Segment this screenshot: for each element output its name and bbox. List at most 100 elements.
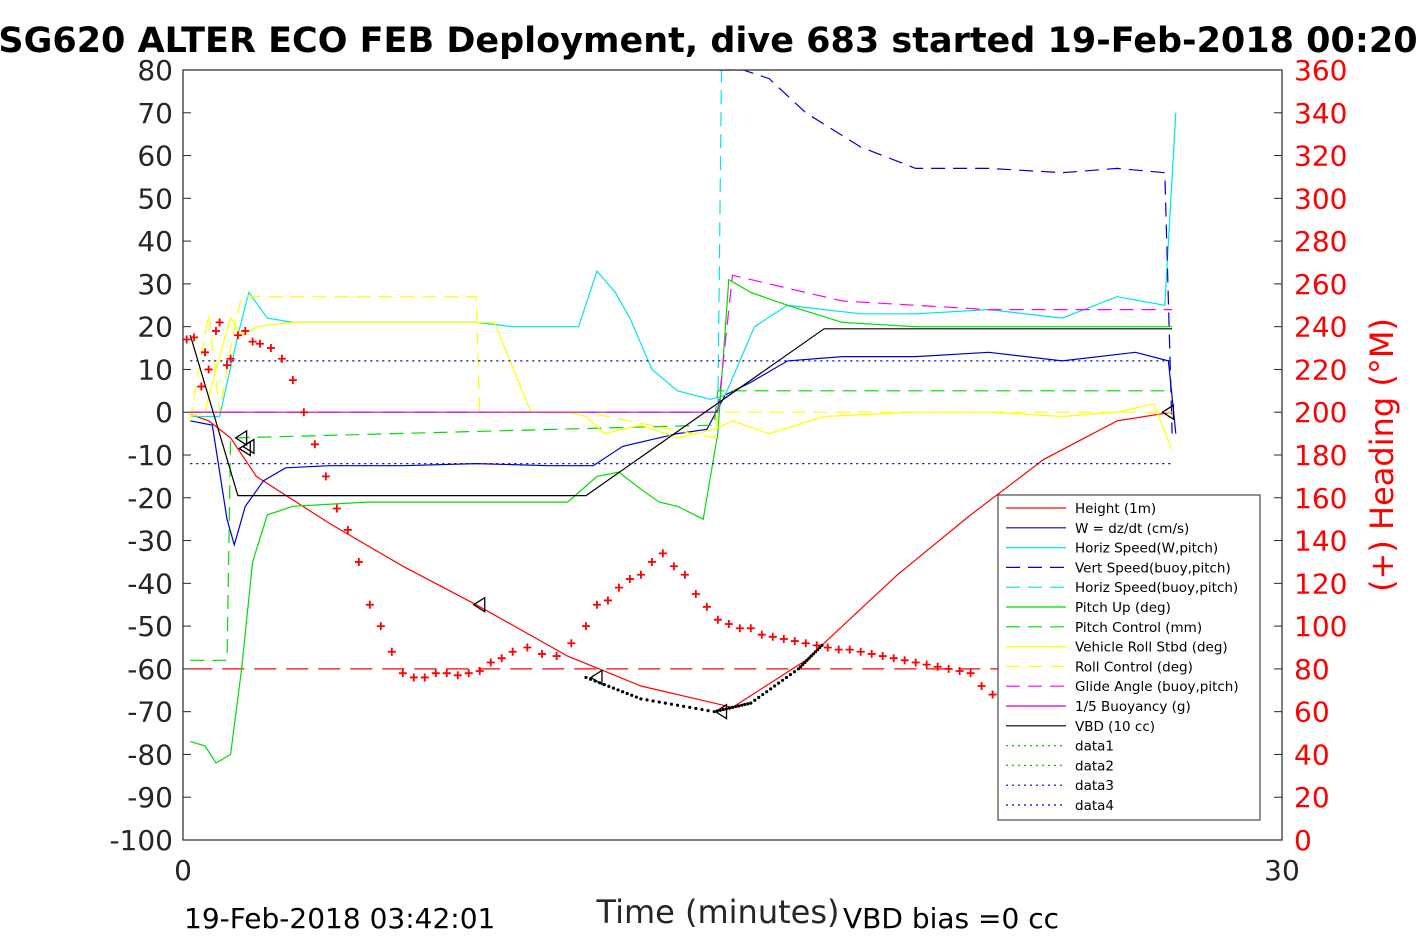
vbd-curve-dot (765, 690, 769, 694)
series-horiz-speed-buoy-pitch (717, 70, 1173, 413)
heading-point (464, 669, 473, 678)
legend-label: W = dz/dt (cm/s) (1075, 521, 1189, 537)
left-tick-label: -80 (127, 738, 173, 771)
axes-box (182, 69, 1283, 841)
heading-point (691, 590, 700, 599)
vbd-curve-dot (820, 643, 824, 647)
heading-point (248, 337, 257, 346)
vbd-curve-dot (611, 686, 616, 690)
footer-vbd-bias: VBD bias =0 cc (843, 902, 1059, 935)
series-pitch-up-deg (190, 278, 1173, 764)
heading-point (365, 600, 374, 609)
left-tick-label: -40 (127, 567, 173, 600)
left-tick-label: -50 (127, 610, 173, 643)
heading-point (922, 660, 931, 669)
vbd-curve-dot (657, 700, 661, 704)
right-tick-label: 240 (1294, 311, 1347, 344)
series-vbd-10-cc (189, 328, 1173, 497)
legend-label: Horiz Speed(buoy,pitch) (1075, 580, 1238, 596)
vbd-curve-dot (625, 691, 629, 696)
vbd-curve-dot (630, 693, 634, 697)
heading-point (497, 654, 506, 663)
legend-label: data3 (1075, 778, 1114, 794)
vbd-curve-dot (607, 684, 611, 688)
left-tick-label: 80 (137, 54, 173, 87)
heading-point (757, 630, 766, 639)
left-tick-label: 20 (137, 311, 173, 344)
vbd-curve-dot (757, 695, 761, 700)
right-tick-label: 360 (1294, 54, 1347, 87)
vbd-curve-dot (743, 702, 747, 707)
heading-point (189, 333, 198, 342)
series-w-dz-dt-cm-s (190, 351, 1177, 547)
vbd-curve-dot (780, 678, 785, 682)
vbd-curve-dot (784, 675, 789, 680)
legend-label: VBD (10 cc) (1075, 719, 1155, 735)
legend-label: data2 (1075, 758, 1114, 774)
right-axis-ticks: 3603403203002802602402202001801601401201… (1294, 54, 1347, 857)
heading-point (431, 669, 440, 678)
right-tick-label: 40 (1294, 738, 1330, 771)
heading-point (856, 647, 865, 656)
heading-point (567, 639, 576, 648)
heading-point (486, 658, 495, 667)
heading-point (215, 318, 224, 327)
left-tick-label: -20 (127, 482, 173, 515)
heading-point (680, 570, 689, 579)
left-tick-label: -60 (127, 653, 173, 686)
event-marker (714, 703, 728, 720)
left-tick-label: 30 (137, 268, 173, 301)
legend-label: Height (1m) (1075, 501, 1156, 517)
vbd-curve-dot (584, 675, 588, 680)
left-tick-label: -30 (127, 525, 173, 558)
vbd-curve-dot (807, 656, 811, 660)
heading-point (658, 549, 667, 558)
heading-point (453, 671, 462, 680)
vbd-curve-dot (803, 660, 807, 665)
event-marker (1161, 404, 1175, 421)
heading-point (592, 600, 601, 609)
heading-point (713, 615, 722, 624)
vbd-curve-dot (706, 708, 710, 713)
vbd-curve-dot (805, 658, 809, 662)
right-tick-label: 20 (1294, 781, 1330, 814)
vbd-curve-dot (645, 698, 649, 702)
legend-label: Horiz Speed(W,pitch) (1075, 541, 1218, 557)
marker-layer (234, 404, 1175, 720)
heading-point (508, 647, 517, 656)
legend-label: Pitch Control (mm) (1075, 620, 1202, 636)
heading-point (790, 637, 799, 646)
x-axis-label: Time (minutes) (596, 893, 840, 931)
right-tick-label: 160 (1294, 482, 1347, 515)
heading-point (211, 326, 220, 335)
heading-point (299, 408, 308, 417)
legend-label: Pitch Up (deg) (1075, 600, 1171, 616)
heading-point (354, 557, 363, 566)
heading-point (614, 583, 623, 592)
vbd-curve-dot (740, 703, 744, 707)
vbd-curve-dot (694, 706, 698, 711)
right-tick-label: 180 (1294, 439, 1347, 472)
x-tick-label: 0 (174, 854, 192, 887)
heading-point (900, 656, 909, 665)
heading-point (409, 673, 418, 682)
left-axis-ticks: 80 70 60 50 40 30 20 10 0 -10 -20 -30 -40 -50 -60 -70 -8… (109, 54, 1282, 857)
heading-point (669, 562, 678, 571)
x-axis-ticks: 0 30 (174, 854, 1300, 887)
legend-label: Glide Angle (buoy,pitch) (1075, 679, 1239, 695)
right-tick-label: 100 (1294, 610, 1347, 643)
left-tick-label: 0 (155, 396, 173, 429)
heading-point (310, 440, 319, 449)
vbd-curve-dot (813, 650, 818, 654)
heading-point (746, 624, 755, 633)
event-marker (241, 438, 255, 455)
heading-point (255, 339, 264, 348)
right-tick-label: 0 (1294, 824, 1312, 857)
heading-point (977, 682, 986, 690)
series-pitch-control-mm (190, 390, 1173, 661)
vbd-curve-dot (746, 702, 750, 706)
left-tick-label: -70 (127, 696, 173, 729)
heading-point (812, 641, 821, 650)
right-tick-label: 300 (1294, 182, 1347, 215)
